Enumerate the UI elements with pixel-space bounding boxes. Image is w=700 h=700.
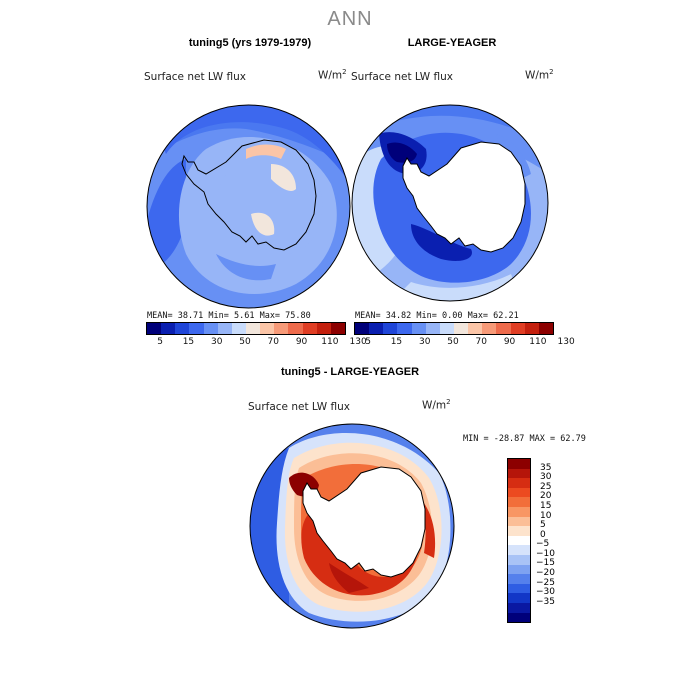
- colorbar-swatch: [316, 323, 331, 334]
- colorbar-swatch: [355, 323, 370, 334]
- panel1-title: tuning5 (yrs 1979-1979): [188, 37, 312, 49]
- colorbar-tick-label: 15: [390, 337, 403, 347]
- colorbar-swatch: [288, 323, 303, 334]
- colorbar-tick-label: −25: [536, 577, 555, 588]
- colorbar-swatch: [508, 487, 530, 498]
- colorbar-swatch: [425, 323, 440, 334]
- colorbar-swatch: [302, 323, 317, 334]
- colorbar-tick-label: 70: [475, 337, 488, 347]
- panel3-colorbar-ticks: 35 30 25 20 15 10 5 0 −5 −10 −15 −20 −25 −30 −35: [536, 458, 576, 621]
- colorbar-tick-label: 30: [210, 337, 223, 347]
- colorbar-swatch: [496, 323, 511, 334]
- colorbar-tick-label: 90: [503, 337, 516, 347]
- colorbar-swatch: [510, 323, 525, 334]
- colorbar-swatch: [217, 323, 232, 334]
- colorbar-tick-label: 20: [540, 491, 552, 502]
- colorbar-swatch: [508, 516, 530, 527]
- colorbar-swatch: [508, 506, 530, 517]
- colorbar-swatch: [482, 323, 497, 334]
- colorbar-tick-label: 25: [540, 481, 552, 492]
- colorbar-tick-label: 0: [540, 529, 546, 540]
- colorbar-swatch: [524, 323, 539, 334]
- colorbar-swatch: [508, 545, 530, 555]
- colorbar-swatch: [260, 323, 275, 334]
- colorbar-swatch: [468, 323, 483, 334]
- colorbar-tick-label: −5: [536, 539, 550, 550]
- colorbar-swatch: [508, 535, 530, 546]
- colorbar-swatch: [508, 574, 530, 584]
- panel1-map: [146, 104, 351, 309]
- colorbar-swatch: [508, 526, 530, 536]
- panel2-stats: MEAN= 34.82 Min= 0.00 Max= 62.21: [355, 311, 519, 321]
- panel1-colorbar-ticks: 5 15 30 50 70 90 110 130: [146, 337, 366, 349]
- panel3-stats: MIN = -28.87 MAX = 62.79: [463, 434, 586, 444]
- colorbar-swatch: [508, 554, 530, 565]
- panel2-map: [351, 104, 549, 302]
- colorbar-swatch: [175, 323, 190, 334]
- panel2-colorbar: [354, 322, 554, 335]
- colorbar-tick-label: 130: [557, 337, 575, 347]
- colorbar-swatch: [383, 323, 398, 334]
- colorbar-swatch: [231, 323, 246, 334]
- colorbar-tick-label: −30: [536, 587, 555, 598]
- colorbar-swatch: [397, 323, 412, 334]
- colorbar-tick-label: −35: [536, 596, 555, 607]
- panel3-map: [249, 423, 455, 629]
- colorbar-swatch: [161, 323, 176, 334]
- colorbar-tick-label: 50: [239, 337, 251, 347]
- panel2-colorbar-ticks: 5 15 30 50 70 90 110 130: [354, 337, 574, 349]
- panel1-units: W/m2: [318, 68, 347, 82]
- panel1-colorbar: [146, 322, 346, 335]
- panel1-variable: Surface net LW flux: [144, 71, 246, 83]
- panel3-colorbar: [507, 458, 531, 623]
- colorbar-tick-label: 90: [295, 337, 308, 347]
- colorbar-tick-label: 10: [540, 510, 552, 521]
- colorbar-tick-label: 5: [365, 337, 372, 347]
- colorbar-swatch: [508, 583, 530, 594]
- colorbar-swatch: [274, 323, 289, 334]
- panel2-variable: Surface net LW flux: [351, 71, 453, 83]
- colorbar-swatch: [453, 323, 469, 334]
- colorbar-swatch: [538, 323, 553, 334]
- colorbar-swatch: [147, 323, 162, 334]
- colorbar-tick-label: 30: [418, 337, 431, 347]
- colorbar-tick-label: 110: [321, 337, 339, 347]
- colorbar-tick-label: −10: [536, 548, 555, 559]
- colorbar-swatch: [203, 323, 218, 334]
- colorbar-swatch: [508, 497, 530, 507]
- colorbar-swatch: [508, 612, 530, 623]
- season-title: ANN: [327, 8, 373, 30]
- colorbar-tick-label: 50: [447, 337, 459, 347]
- colorbar-swatch: [508, 478, 530, 488]
- panel2-units: W/m2: [525, 68, 554, 82]
- colorbar-tick-label: −20: [536, 568, 555, 579]
- panel3-units: W/m2: [422, 398, 451, 412]
- colorbar-swatch: [439, 323, 454, 334]
- colorbar-tick-label: 5: [157, 337, 164, 347]
- colorbar-tick-label: 5: [540, 520, 546, 531]
- colorbar-swatch: [508, 468, 530, 479]
- panel3-title: tuning5 - LARGE-YEAGER: [280, 366, 420, 378]
- colorbar-tick-label: 130: [349, 337, 367, 347]
- panel2-title: LARGE-YEAGER: [407, 37, 497, 49]
- colorbar-tick-label: 30: [540, 472, 552, 483]
- colorbar-swatch: [411, 323, 426, 334]
- colorbar-tick-label: 15: [182, 337, 195, 347]
- colorbar-tick-label: 70: [267, 337, 280, 347]
- colorbar-swatch: [369, 323, 384, 334]
- colorbar-swatch: [330, 323, 345, 334]
- colorbar-swatch: [508, 593, 530, 603]
- colorbar-tick-label: −15: [536, 558, 555, 569]
- colorbar-swatch: [508, 602, 530, 613]
- colorbar-swatch: [508, 459, 530, 469]
- colorbar-tick-label: 110: [529, 337, 547, 347]
- colorbar-swatch: [189, 323, 204, 334]
- panel1-stats: MEAN= 38.71 Min= 5.61 Max= 75.80: [147, 311, 311, 321]
- colorbar-swatch: [245, 323, 261, 334]
- colorbar-tick-label: 35: [540, 462, 552, 473]
- colorbar-swatch: [508, 564, 530, 575]
- panel3-variable: Surface net LW flux: [248, 401, 350, 413]
- colorbar-tick-label: 15: [540, 500, 552, 511]
